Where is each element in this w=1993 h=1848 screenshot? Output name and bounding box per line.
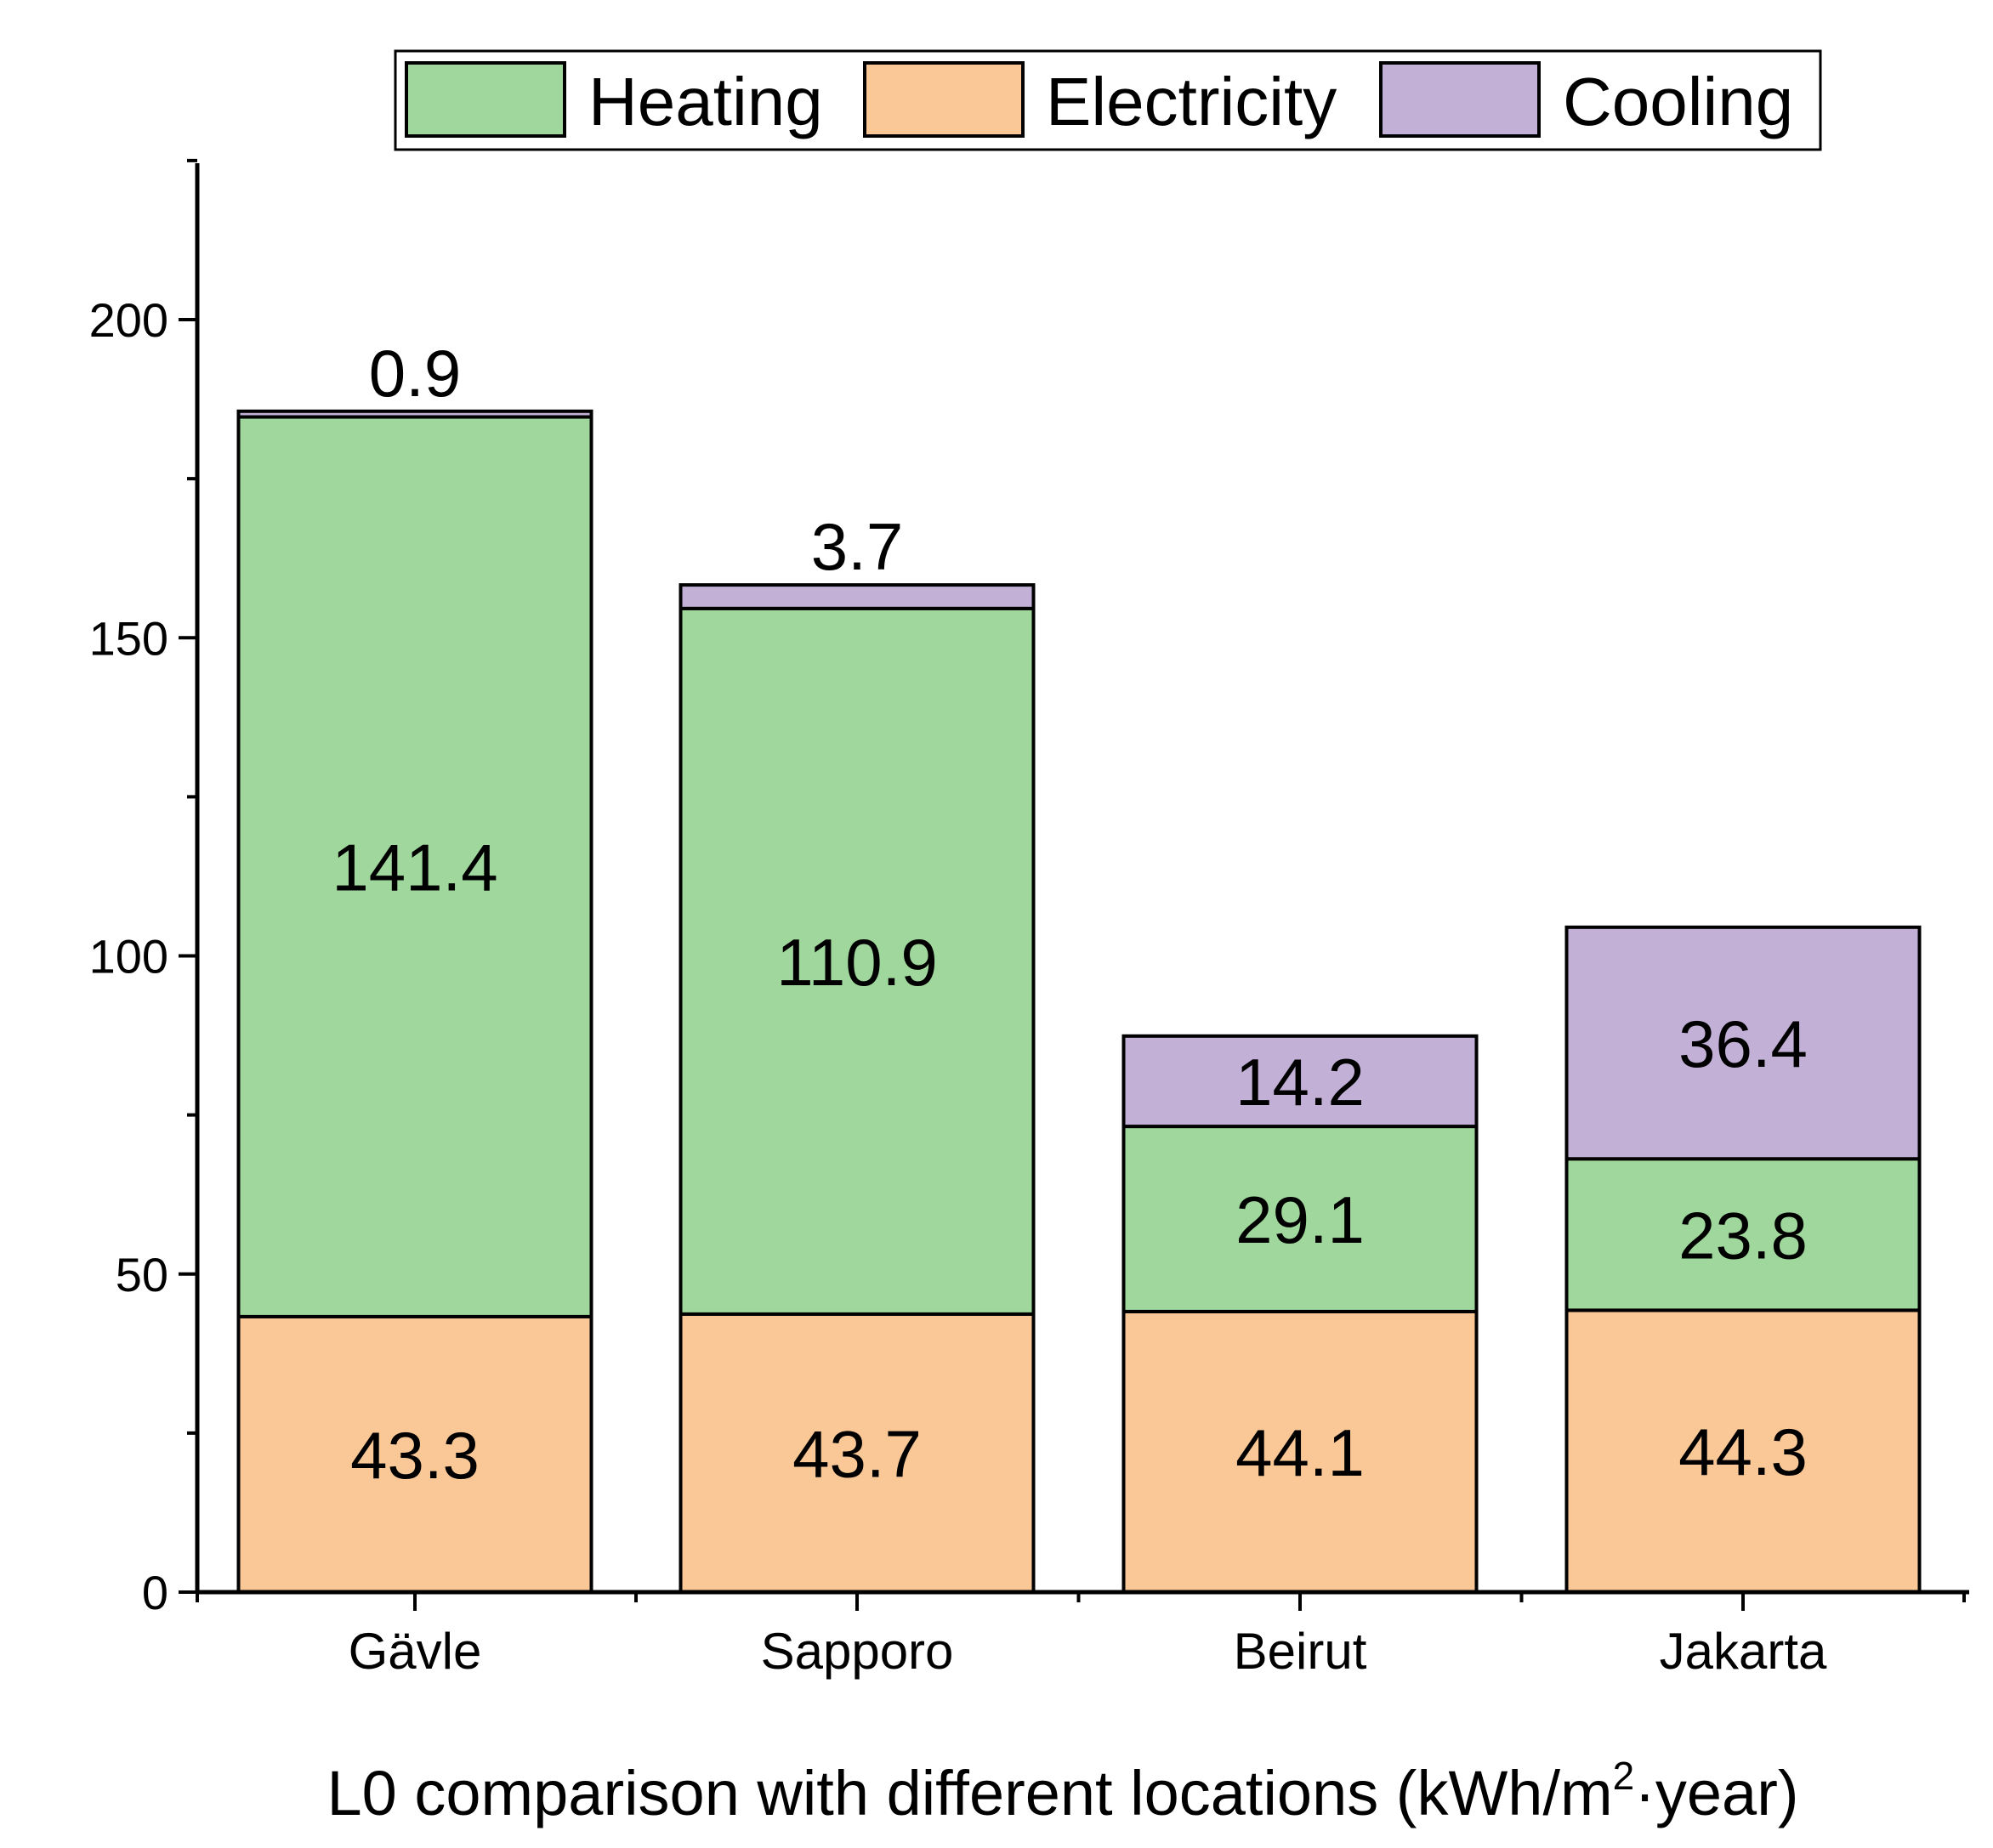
bar-heating-2 bbox=[679, 606, 1036, 1316]
data-label-heating-3: 29.1 bbox=[1235, 1182, 1365, 1257]
x-axis-label: L0 comparison with different locations (… bbox=[326, 1754, 1798, 1828]
bars: 43.3 141.4 0.9 43.7 110.9 3.7 44.1 29.1 14.2 44.3… bbox=[236, 336, 1922, 1595]
data-label-heating-2: 110.9 bbox=[776, 925, 937, 1000]
x-axis-label-main: L0 comparison with different locations (… bbox=[326, 1758, 1612, 1828]
data-label-cooling-2: 3.7 bbox=[811, 509, 903, 584]
legend-label-electricity: Electricity bbox=[1046, 64, 1337, 139]
legend-swatch-heating bbox=[405, 61, 566, 138]
legend-swatch-electricity bbox=[863, 61, 1025, 138]
legend: Heating Electricity Cooling bbox=[394, 49, 1822, 151]
x-tick-label-4: Jakarta bbox=[1660, 1623, 1827, 1680]
bar-heating-3 bbox=[1121, 1125, 1479, 1313]
x-axis-label-tail: ·year) bbox=[1634, 1758, 1798, 1828]
y-tick-label-100: 100 bbox=[89, 930, 168, 984]
data-label-electricity-1: 43.3 bbox=[350, 1418, 480, 1493]
data-label-cooling-1: 0.9 bbox=[369, 336, 461, 411]
data-label-electricity-3: 44.1 bbox=[1235, 1415, 1365, 1490]
y-tick-label-150: 150 bbox=[89, 611, 168, 665]
bar-cooling-4 bbox=[1564, 925, 1922, 1161]
bar-cooling-3 bbox=[1121, 1034, 1479, 1129]
data-label-heating-1: 141.4 bbox=[332, 830, 497, 905]
legend-swatch-cooling bbox=[1379, 61, 1541, 138]
x-tick-label-1: Gävle bbox=[349, 1623, 482, 1680]
data-label-cooling-4: 36.4 bbox=[1678, 1006, 1808, 1081]
data-label-cooling-3: 14.2 bbox=[1235, 1045, 1365, 1120]
data-label-electricity-4: 44.3 bbox=[1678, 1414, 1808, 1489]
x-tick-label-2: Sapporo bbox=[761, 1623, 954, 1680]
data-label-heating-4: 23.8 bbox=[1678, 1198, 1808, 1273]
bar-cooling-2 bbox=[679, 583, 1036, 610]
bar-electricity-3 bbox=[1121, 1309, 1479, 1594]
axes: 0 50 100 150 200 Gävle Sapporo Beirut Jakarta bbox=[89, 158, 1969, 1680]
legend-label-cooling: Cooling bbox=[1563, 64, 1793, 139]
legend-box bbox=[394, 49, 1822, 151]
data-label-electricity-2: 43.7 bbox=[792, 1416, 922, 1491]
y-tick-label-0: 0 bbox=[142, 1566, 168, 1619]
bar-electricity-1 bbox=[236, 1314, 593, 1595]
bar-cooling-1 bbox=[236, 409, 593, 419]
x-tick-label-3: Beirut bbox=[1234, 1623, 1367, 1680]
y-tick-label-50: 50 bbox=[116, 1248, 168, 1301]
x-axis-label-superscript: 2 bbox=[1613, 1754, 1635, 1798]
bar-electricity-2 bbox=[679, 1312, 1036, 1595]
bar-heating-4 bbox=[1564, 1157, 1922, 1312]
y-tick-label-200: 200 bbox=[89, 293, 168, 347]
legend-label-heating: Heating bbox=[588, 64, 823, 139]
